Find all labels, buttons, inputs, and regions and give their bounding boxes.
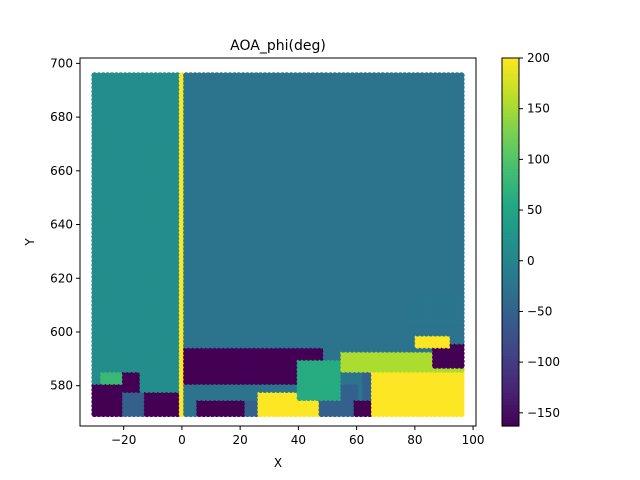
chart-title: AOA_phi(deg) xyxy=(230,38,326,54)
scatter-points xyxy=(91,72,465,418)
